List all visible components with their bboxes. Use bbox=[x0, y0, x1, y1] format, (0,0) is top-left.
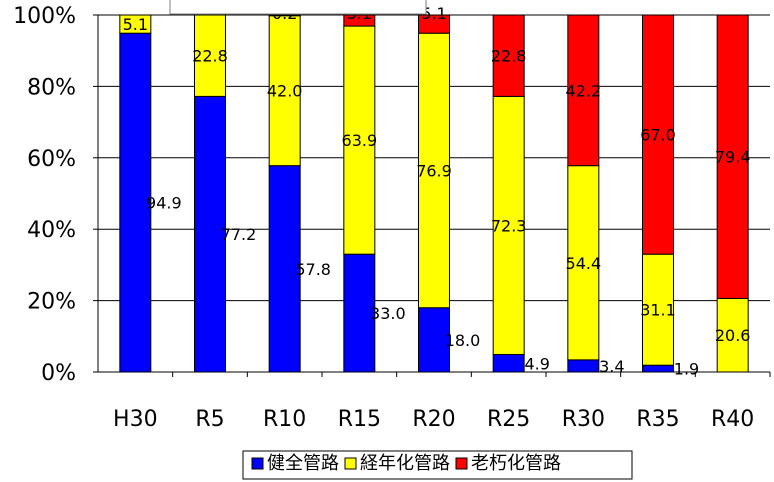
data-label: 5.1 bbox=[421, 4, 446, 23]
data-label: 42.0 bbox=[267, 82, 303, 101]
bar-segment bbox=[268, 14, 301, 17]
bar-segment bbox=[418, 14, 450, 34]
data-label: 22.8 bbox=[491, 47, 527, 66]
y-tick-label: 0% bbox=[41, 361, 76, 386]
y-tick-label: 80% bbox=[27, 75, 76, 100]
data-label: 1.9 bbox=[674, 360, 699, 379]
bar-segment bbox=[268, 165, 301, 373]
data-label: 5.1 bbox=[123, 15, 148, 34]
bar-segment bbox=[716, 297, 749, 373]
bar-segment bbox=[716, 14, 749, 299]
data-label: 57.8 bbox=[295, 260, 331, 279]
legend-label: 経年化管路 bbox=[360, 453, 450, 474]
bar-segment bbox=[119, 14, 152, 34]
legend-label: 健全管路 bbox=[267, 453, 339, 474]
bar-segment bbox=[119, 32, 152, 373]
bar-segment bbox=[418, 32, 450, 309]
legend-swatch bbox=[344, 457, 357, 470]
bar-segment bbox=[343, 14, 376, 27]
data-label: 72.3 bbox=[491, 216, 527, 235]
data-label: 76.9 bbox=[416, 161, 452, 180]
legend-box bbox=[242, 450, 633, 480]
bar-segment bbox=[642, 253, 674, 366]
legend-swatch bbox=[455, 457, 468, 470]
bar-segment bbox=[642, 364, 674, 373]
bar-segment bbox=[567, 359, 600, 373]
x-tick-label: R15 bbox=[338, 407, 381, 432]
data-label: 31.1 bbox=[640, 301, 676, 320]
bar-segment bbox=[268, 15, 301, 167]
bar-segment bbox=[567, 165, 600, 361]
legend-label: 老朽化管路 bbox=[471, 453, 561, 474]
y-tick-label: 100% bbox=[13, 4, 76, 29]
data-label: 63.9 bbox=[342, 131, 378, 150]
x-tick-label: R5 bbox=[195, 407, 224, 432]
data-label: 20.6 bbox=[715, 326, 751, 345]
x-tick-label: R30 bbox=[562, 407, 605, 432]
x-tick-label: R10 bbox=[263, 407, 306, 432]
data-label: 67.0 bbox=[640, 126, 676, 145]
data-label: 54.4 bbox=[566, 254, 602, 273]
data-label: 94.9 bbox=[146, 194, 182, 213]
bar-segment bbox=[492, 354, 525, 373]
data-label: 3.4 bbox=[599, 357, 624, 376]
bar-segment bbox=[492, 14, 525, 97]
data-label: 4.9 bbox=[524, 354, 549, 373]
x-tick-label: R20 bbox=[412, 407, 455, 432]
title-frame bbox=[169, 0, 427, 15]
bar-segment bbox=[343, 253, 376, 373]
x-tick-label: R25 bbox=[487, 407, 530, 432]
bar-segment bbox=[567, 14, 600, 167]
y-tick-label: 60% bbox=[27, 147, 76, 172]
data-label: 42.2 bbox=[566, 81, 602, 100]
data-label: 79.4 bbox=[715, 148, 751, 167]
bar-segment bbox=[194, 14, 226, 97]
y-tick-label: 20% bbox=[27, 290, 76, 315]
data-label: 33.0 bbox=[370, 304, 406, 323]
data-label: 77.2 bbox=[221, 225, 257, 244]
x-tick-label: H30 bbox=[113, 407, 158, 432]
legend-swatch bbox=[251, 457, 264, 470]
bar-segment bbox=[642, 14, 674, 255]
data-label: 18.0 bbox=[445, 331, 481, 350]
x-tick-label: R40 bbox=[711, 407, 754, 432]
data-label: 22.8 bbox=[192, 47, 228, 66]
y-tick-label: 40% bbox=[27, 218, 76, 243]
bar-segment bbox=[194, 95, 226, 373]
x-tick-label: R35 bbox=[636, 407, 679, 432]
